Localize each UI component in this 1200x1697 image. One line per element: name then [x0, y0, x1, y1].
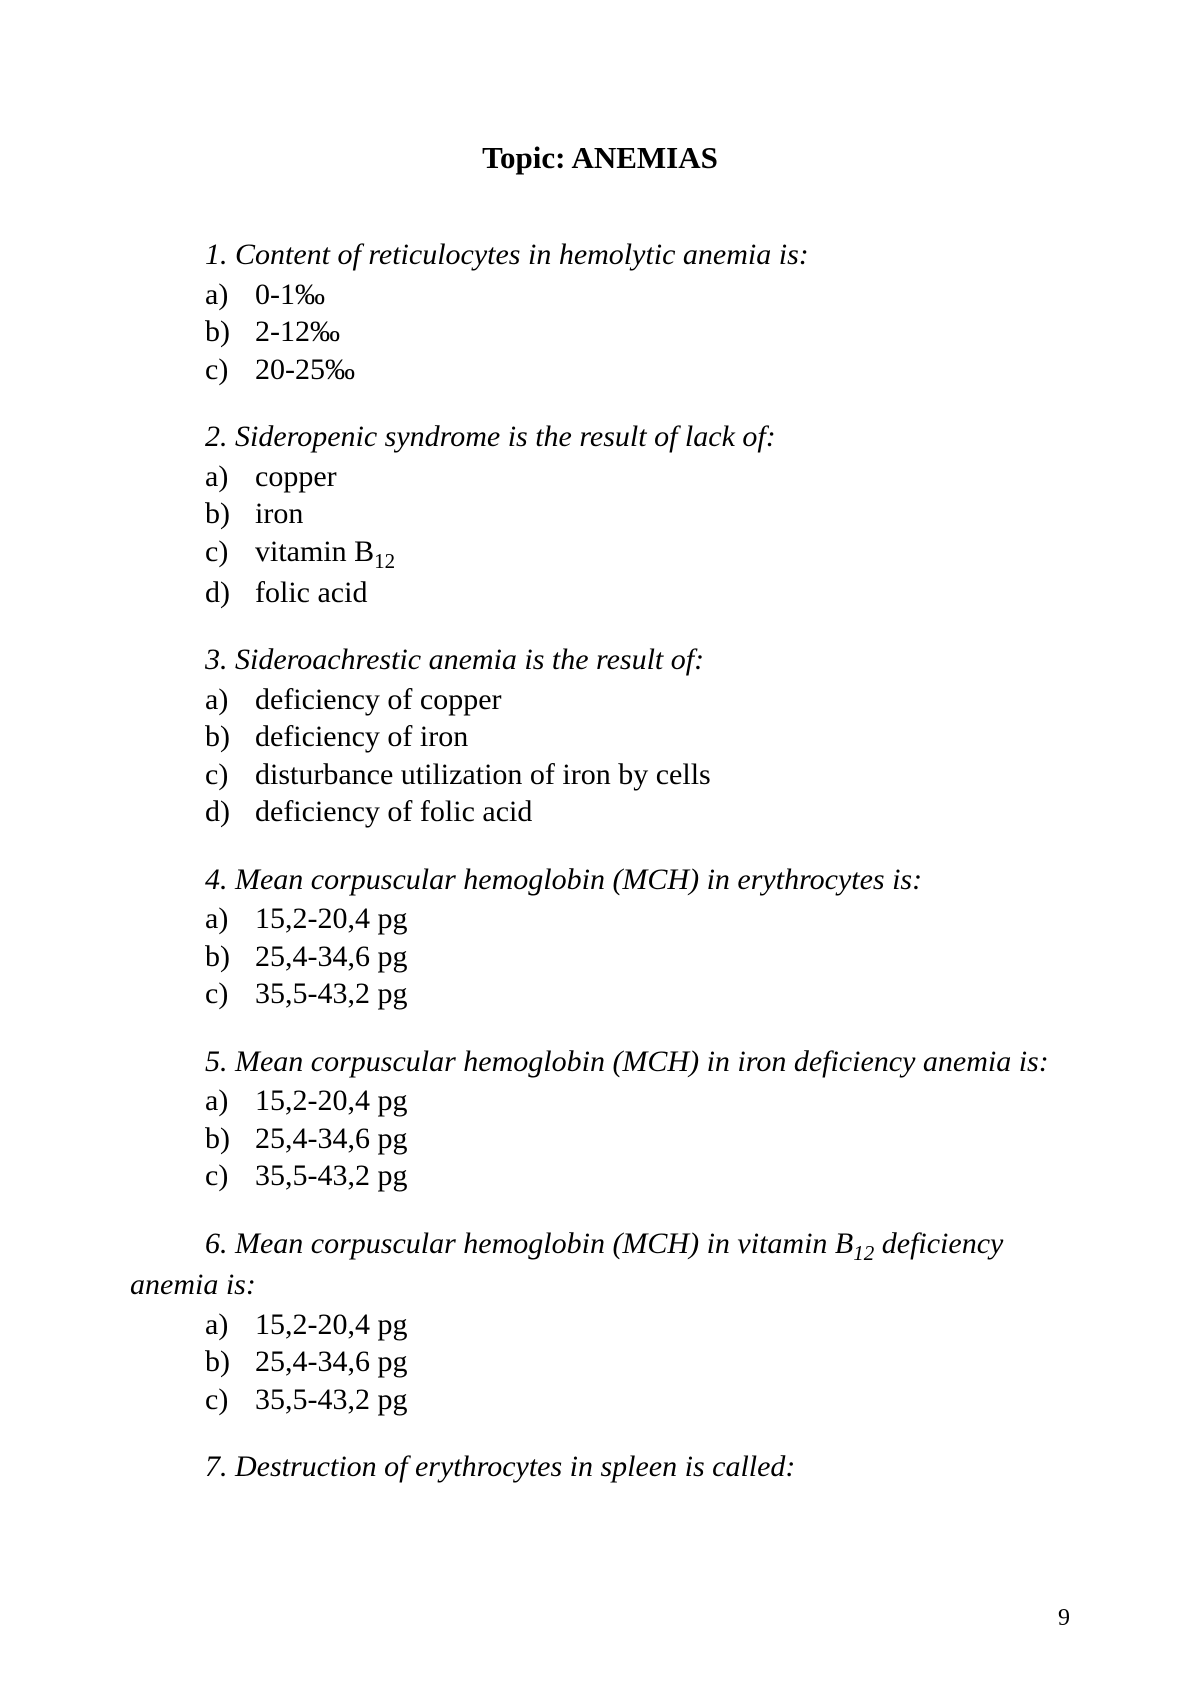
option-text: 2-12‰ [255, 313, 340, 351]
option-letter: a) [205, 458, 255, 496]
question-6-options: a) 15,2-20,4 pg b) 25,4-34,6 pg c) 35,5-… [130, 1306, 1070, 1419]
option-row: c) 35,5-43,2 pg [205, 1381, 1070, 1419]
option-row: c) disturbance utilization of iron by ce… [205, 756, 1070, 794]
option-letter: c) [205, 533, 255, 574]
option-row: a) 15,2-20,4 pg [205, 900, 1070, 938]
option-row: d) folic acid [205, 574, 1070, 612]
option-letter: b) [205, 1120, 255, 1158]
option-row: a) 15,2-20,4 pg [205, 1306, 1070, 1344]
option-letter: b) [205, 938, 255, 976]
option-letter: a) [205, 276, 255, 314]
question-2-options: a) copper b) iron c) vitamin B12 d) foli… [130, 458, 1070, 612]
option-row: b) 25,4-34,6 pg [205, 938, 1070, 976]
option-row: c) 20-25‰ [205, 351, 1070, 389]
option-letter: c) [205, 1157, 255, 1195]
option-letter: b) [205, 1343, 255, 1381]
question-6: 6. Mean corpuscular hemoglobin (MCH) in … [130, 1225, 1070, 1418]
option-row: a) copper [205, 458, 1070, 496]
option-letter: c) [205, 1381, 255, 1419]
option-letter: c) [205, 351, 255, 389]
option-row: b) 25,4-34,6 pg [205, 1343, 1070, 1381]
question-3-options: a) deficiency of copper b) deficiency of… [130, 681, 1070, 831]
option-text: 25,4-34,6 pg [255, 1120, 408, 1158]
option-text: 20-25‰ [255, 351, 355, 389]
option-text: folic acid [255, 574, 367, 612]
question-5-prompt: 5. Mean corpuscular hemoglobin (MCH) in … [130, 1043, 1070, 1081]
option-text: iron [255, 495, 303, 533]
option-letter: a) [205, 1082, 255, 1120]
option-text: disturbance utilization of iron by cells [255, 756, 711, 794]
question-1-options: a) 0-1‰ b) 2-12‰ c) 20-25‰ [130, 276, 1070, 389]
question-4-options: a) 15,2-20,4 pg b) 25,4-34,6 pg c) 35,5-… [130, 900, 1070, 1013]
option-text: deficiency of copper [255, 681, 502, 719]
option-row: a) 15,2-20,4 pg [205, 1082, 1070, 1120]
question-2-prompt: 2. Sideropenic syndrome is the result of… [130, 418, 1070, 456]
option-text: vitamin B12 [255, 533, 395, 574]
option-letter: b) [205, 495, 255, 533]
option-text: 35,5-43,2 pg [255, 1157, 408, 1195]
option-text: 15,2-20,4 pg [255, 1306, 408, 1344]
option-letter: d) [205, 574, 255, 612]
option-text: deficiency of folic acid [255, 793, 532, 831]
option-letter: b) [205, 313, 255, 351]
option-row: b) iron [205, 495, 1070, 533]
option-text: 35,5-43,2 pg [255, 1381, 408, 1419]
question-4-prompt: 4. Mean corpuscular hemoglobin (MCH) in … [130, 861, 1070, 899]
document-page: Topic: ANEMIAS 1. Content of reticulocyt… [0, 0, 1200, 1697]
question-2: 2. Sideropenic syndrome is the result of… [130, 418, 1070, 611]
option-row: d) deficiency of folic acid [205, 793, 1070, 831]
question-4: 4. Mean corpuscular hemoglobin (MCH) in … [130, 861, 1070, 1013]
question-7: 7. Destruction of erythrocytes in spleen… [130, 1448, 1070, 1486]
option-text: 35,5-43,2 pg [255, 975, 408, 1013]
option-row: a) deficiency of copper [205, 681, 1070, 719]
question-6-prompt: 6. Mean corpuscular hemoglobin (MCH) in … [130, 1225, 1070, 1304]
question-5-options: a) 15,2-20,4 pg b) 25,4-34,6 pg c) 35,5-… [130, 1082, 1070, 1195]
question-5: 5. Mean corpuscular hemoglobin (MCH) in … [130, 1043, 1070, 1195]
option-row: c) 35,5-43,2 pg [205, 1157, 1070, 1195]
page-title: Topic: ANEMIAS [130, 140, 1070, 176]
option-row: b) 25,4-34,6 pg [205, 1120, 1070, 1158]
question-7-prompt: 7. Destruction of erythrocytes in spleen… [130, 1448, 1070, 1486]
option-text: 25,4-34,6 pg [255, 1343, 408, 1381]
question-1: 1. Content of reticulocytes in hemolytic… [130, 236, 1070, 388]
option-text: 25,4-34,6 pg [255, 938, 408, 976]
option-row: a) 0-1‰ [205, 276, 1070, 314]
option-letter: b) [205, 718, 255, 756]
option-row: c) vitamin B12 [205, 533, 1070, 574]
option-text: deficiency of iron [255, 718, 468, 756]
option-letter: a) [205, 681, 255, 719]
option-text: 15,2-20,4 pg [255, 1082, 408, 1120]
option-letter: c) [205, 756, 255, 794]
page-number: 9 [1058, 1605, 1070, 1632]
option-text: 0-1‰ [255, 276, 325, 314]
question-3: 3. Sideroachrestic anemia is the result … [130, 641, 1070, 831]
option-letter: a) [205, 1306, 255, 1344]
option-row: b) deficiency of iron [205, 718, 1070, 756]
question-3-prompt: 3. Sideroachrestic anemia is the result … [130, 641, 1070, 679]
option-letter: c) [205, 975, 255, 1013]
option-letter: a) [205, 900, 255, 938]
question-1-prompt: 1. Content of reticulocytes in hemolytic… [130, 236, 1070, 274]
option-letter: d) [205, 793, 255, 831]
option-row: c) 35,5-43,2 pg [205, 975, 1070, 1013]
option-text: copper [255, 458, 337, 496]
option-row: b) 2-12‰ [205, 313, 1070, 351]
option-text: 15,2-20,4 pg [255, 900, 408, 938]
